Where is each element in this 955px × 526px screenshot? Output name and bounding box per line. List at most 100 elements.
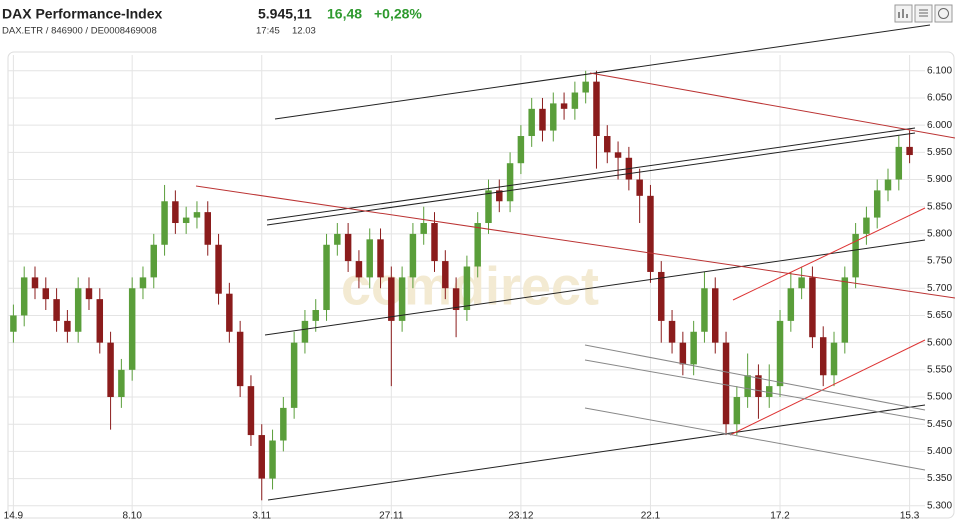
candle-body <box>906 146 913 156</box>
last-price: 5.945,11 <box>258 6 312 22</box>
candle-body <box>852 233 859 278</box>
candle-body <box>539 108 546 131</box>
date: 12.03 <box>292 26 316 37</box>
change-pct: +0,28% <box>374 6 422 22</box>
candle-body <box>776 320 784 387</box>
candle-body <box>312 310 319 321</box>
y-tick-label: 5.350 <box>927 473 952 484</box>
candle-body <box>301 320 309 343</box>
y-tick-label: 5.800 <box>927 229 952 240</box>
candle-body <box>647 195 654 272</box>
y-tick-label: 5.550 <box>927 364 952 375</box>
candle-body <box>884 179 892 191</box>
x-tick-label: 22.1 <box>641 511 661 522</box>
candle-body <box>388 277 395 321</box>
candle-body <box>172 201 179 224</box>
candle-body <box>10 315 17 332</box>
candle-body <box>550 103 557 131</box>
candle-body <box>679 342 687 365</box>
title: DAX Performance-Index <box>2 6 162 22</box>
y-tick-label: 5.450 <box>927 419 952 430</box>
candle-body <box>496 190 503 202</box>
candle-body <box>269 440 276 479</box>
candle-body <box>42 288 50 300</box>
candle-body <box>150 244 158 278</box>
x-tick-label: 8.10 <box>122 511 142 522</box>
candle-body <box>31 277 39 289</box>
candle-body <box>604 136 611 153</box>
candle-body <box>668 320 676 343</box>
y-tick-label: 5.500 <box>927 392 952 403</box>
candle-body <box>398 277 406 321</box>
trend-line <box>732 207 926 301</box>
candle-body <box>733 397 741 425</box>
y-tick-label: 5.950 <box>927 147 952 158</box>
candle-body <box>560 103 568 109</box>
trend-line <box>589 72 955 139</box>
trend-line <box>729 339 926 436</box>
trend-lines <box>195 24 955 501</box>
candle-body <box>830 342 838 376</box>
candle-body <box>344 233 352 262</box>
candle-body <box>744 375 751 398</box>
change: 16,48 <box>327 6 362 22</box>
candle-body <box>280 407 287 441</box>
y-tick-label: 5.850 <box>927 201 952 212</box>
time: 17:45 <box>256 26 280 37</box>
candle-body <box>895 146 903 180</box>
candle-body <box>236 331 244 387</box>
subtitle: DAX.ETR / 846900 / DE0008469008 <box>2 26 157 37</box>
candle-body <box>636 179 643 196</box>
y-tick-label: 5.400 <box>927 446 952 457</box>
candle-body <box>107 342 114 398</box>
candle-body <box>841 277 849 343</box>
candle-body <box>463 266 471 311</box>
trend-line <box>584 407 926 471</box>
trend-line <box>584 359 926 421</box>
x-tick-label: 27.11 <box>379 511 404 522</box>
toolbar <box>894 4 953 23</box>
candle-body <box>258 435 265 479</box>
candle-body <box>204 212 211 245</box>
x-tick-label: 17.2 <box>770 511 790 522</box>
plot-frame <box>7 51 955 519</box>
candle-body <box>506 163 514 202</box>
candle-body <box>819 337 827 376</box>
trend-line <box>274 24 931 120</box>
x-tick-label: 14.9 <box>4 511 24 522</box>
candle-body <box>690 331 697 365</box>
candle-body <box>571 92 579 109</box>
candle-body <box>787 288 795 321</box>
trend-line <box>584 344 926 411</box>
candle-body <box>226 293 233 332</box>
candle-body <box>139 277 147 289</box>
candle-body <box>74 288 82 332</box>
candle-body <box>377 239 384 278</box>
candle-body <box>85 288 93 300</box>
candle-body <box>755 375 762 398</box>
time-button[interactable] <box>934 4 953 23</box>
y-tick-label: 6.100 <box>927 65 952 76</box>
icon <box>938 8 949 19</box>
y-tick-label: 5.600 <box>927 337 952 348</box>
y-tick-label: 6.000 <box>927 120 952 131</box>
candle-body <box>431 223 438 262</box>
icon <box>898 9 908 18</box>
candle-body <box>355 261 363 278</box>
candle-body <box>474 223 481 267</box>
candle-body <box>765 386 773 398</box>
candle-body <box>53 299 60 321</box>
candle-body <box>528 108 535 137</box>
candle-body <box>96 299 104 343</box>
candle-body <box>614 152 622 158</box>
candle-body <box>517 136 525 164</box>
candle-body <box>64 320 71 332</box>
candle-body <box>442 261 449 289</box>
y-tick-label: 5.700 <box>927 283 952 294</box>
candle-body <box>809 277 816 338</box>
candle-body <box>247 386 255 436</box>
y-tick-label: 5.650 <box>927 310 952 321</box>
candle-body <box>161 201 168 245</box>
